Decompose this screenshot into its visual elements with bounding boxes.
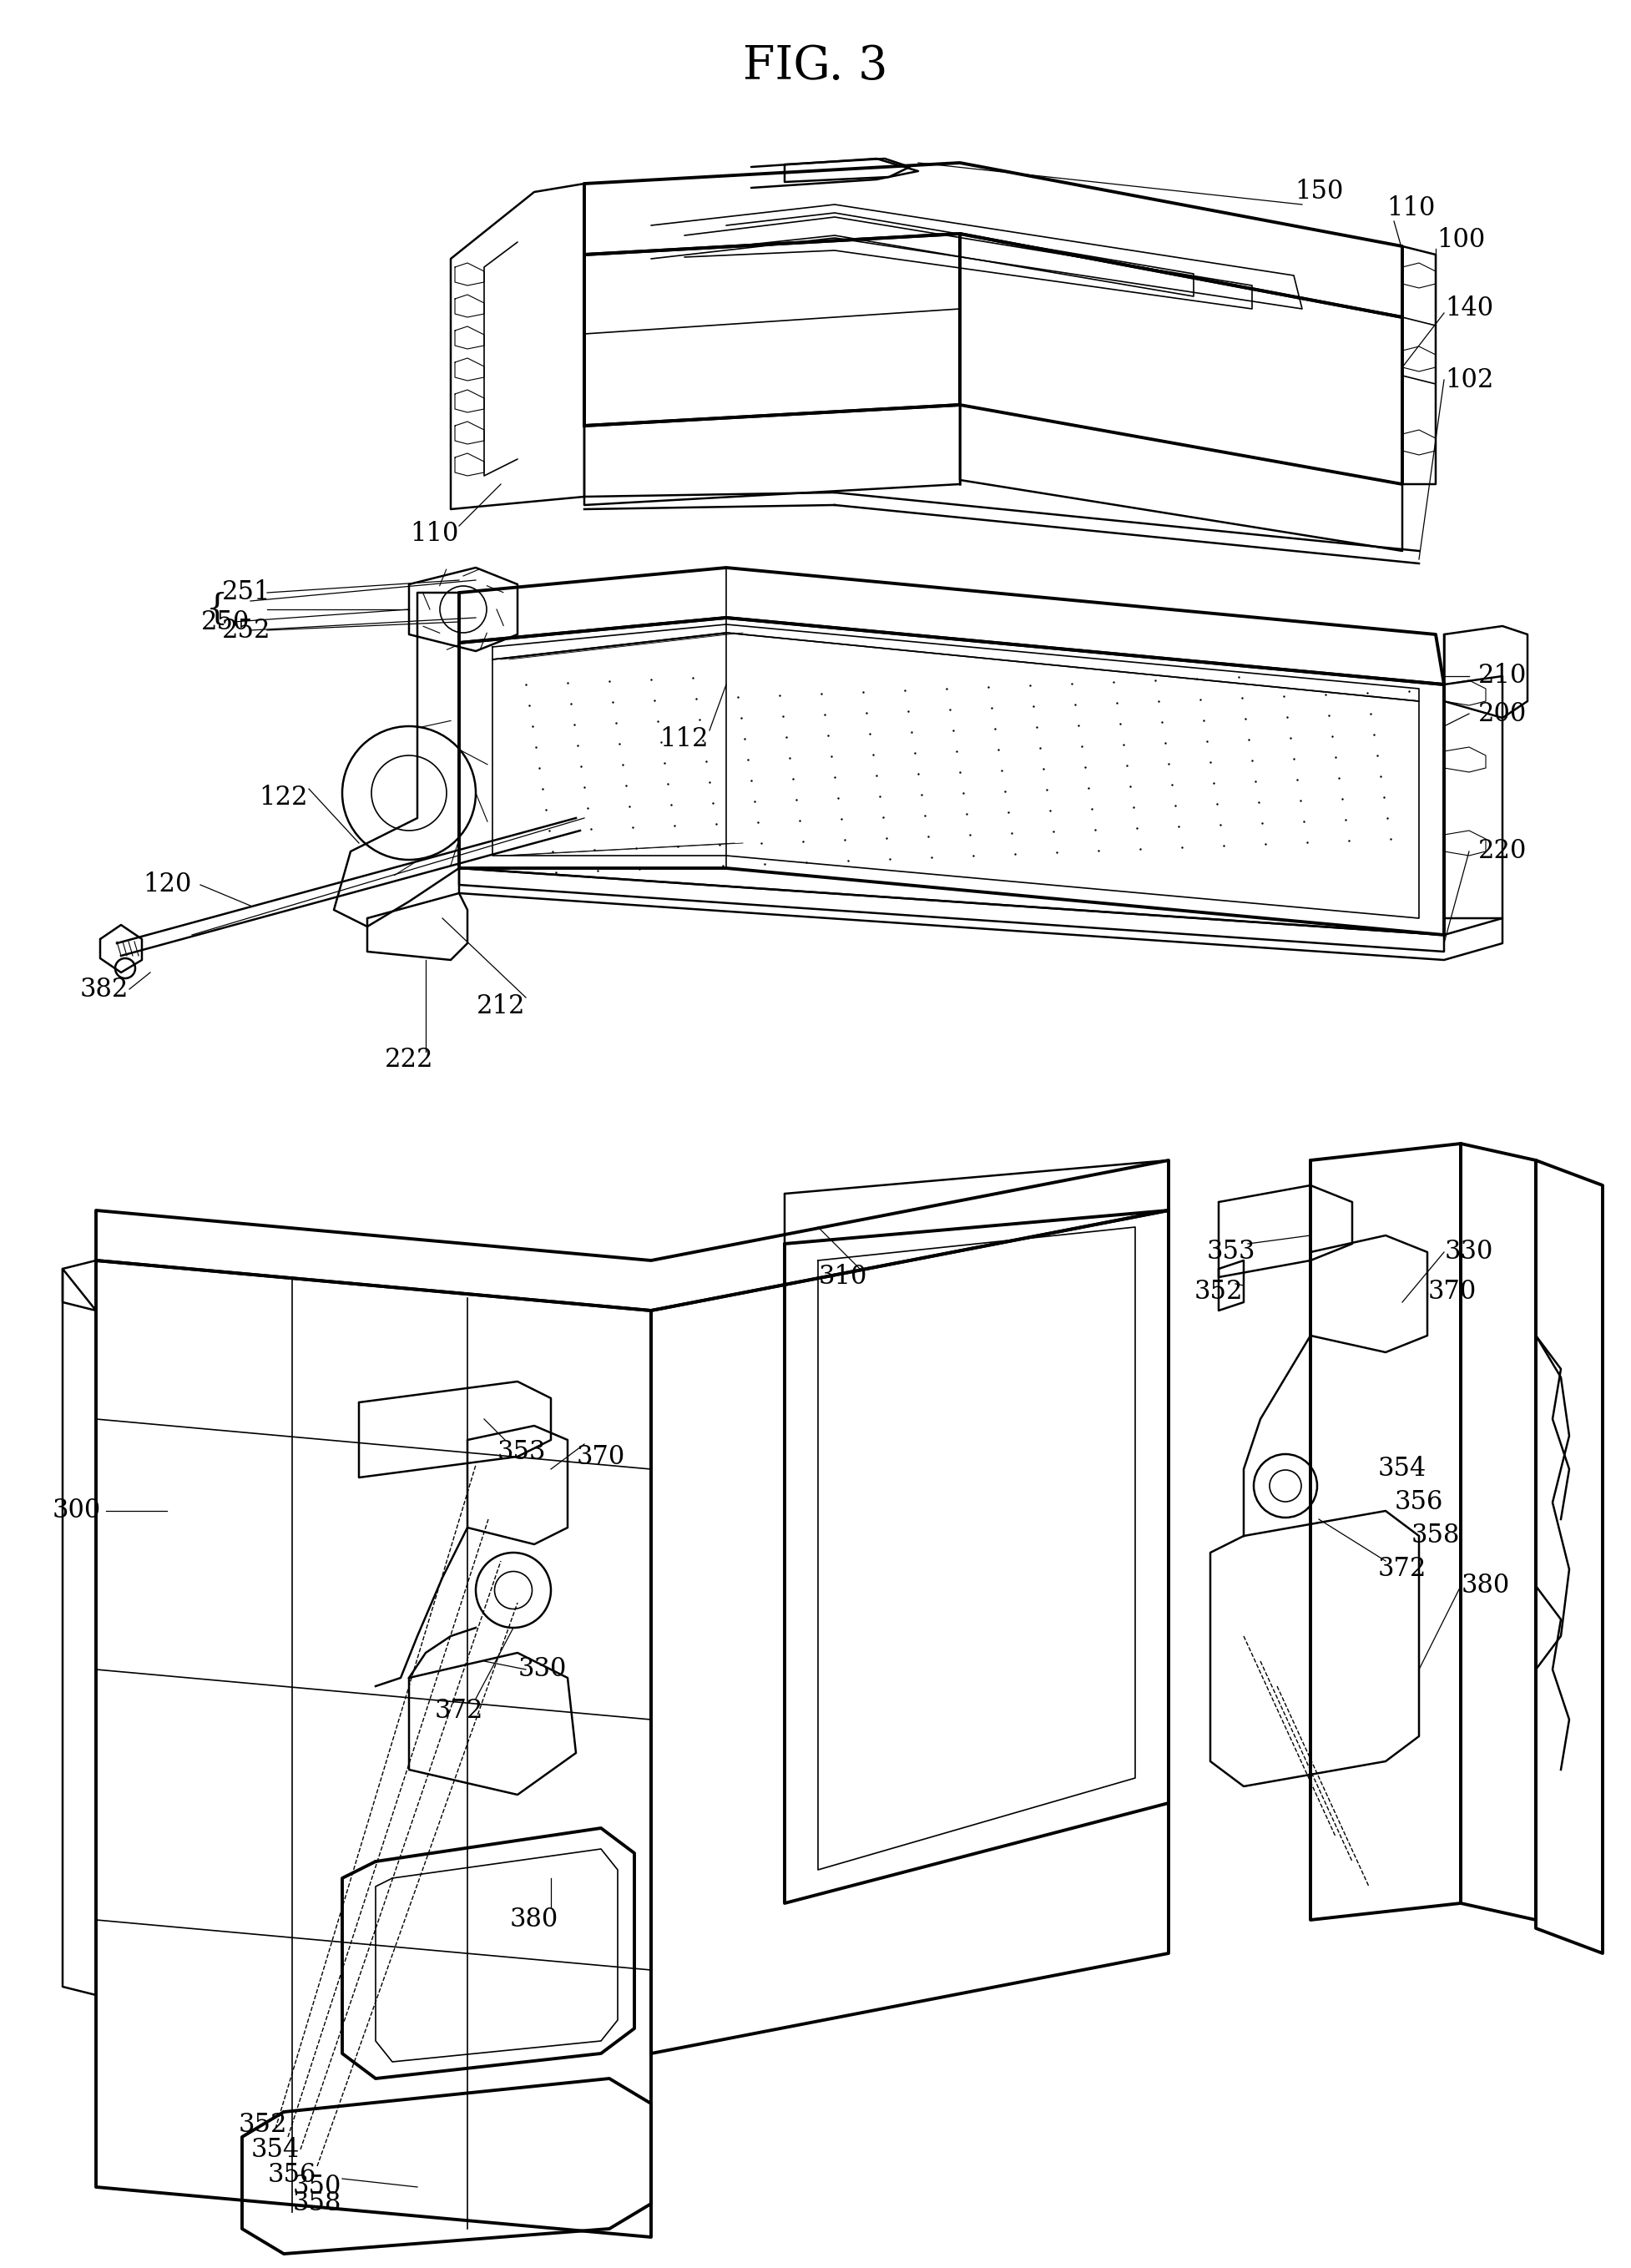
- Text: 356: 356: [267, 2161, 316, 2186]
- Text: 353: 353: [1207, 1238, 1256, 1266]
- Text: 112: 112: [661, 726, 709, 751]
- Text: 372: 372: [1378, 1556, 1427, 1583]
- Text: 354: 354: [251, 2136, 300, 2161]
- Text: 120: 120: [142, 871, 191, 898]
- Text: 372: 372: [435, 1699, 483, 1724]
- Text: 210: 210: [1478, 662, 1527, 689]
- Text: 251: 251: [222, 581, 271, 606]
- Text: 354: 354: [1378, 1456, 1427, 1481]
- Text: 300: 300: [52, 1497, 101, 1524]
- Text: 356: 356: [1395, 1490, 1443, 1515]
- Text: {: {: [206, 592, 228, 626]
- Text: 380: 380: [1461, 1574, 1510, 1599]
- Text: 252: 252: [222, 617, 271, 644]
- Text: 220: 220: [1478, 839, 1527, 864]
- Text: 110: 110: [409, 522, 458, 547]
- Text: 200: 200: [1478, 701, 1527, 726]
- Text: 212: 212: [476, 993, 525, 1018]
- Text: 222: 222: [385, 1048, 434, 1073]
- Text: 370: 370: [1429, 1279, 1476, 1304]
- Text: 352: 352: [238, 2112, 287, 2136]
- Text: 353: 353: [497, 1440, 546, 1465]
- Text: 330: 330: [519, 1656, 568, 1683]
- Text: 310: 310: [819, 1263, 868, 1290]
- Text: 140: 140: [1445, 295, 1494, 322]
- Text: 330: 330: [1445, 1238, 1494, 1266]
- Text: 382: 382: [80, 975, 129, 1002]
- Text: 370: 370: [577, 1445, 625, 1470]
- Text: 150: 150: [1295, 179, 1344, 204]
- Text: 358: 358: [1411, 1524, 1460, 1549]
- Text: 110: 110: [1386, 195, 1435, 222]
- Text: 380: 380: [511, 1907, 558, 1932]
- Text: FIG. 3: FIG. 3: [744, 43, 887, 91]
- Text: 122: 122: [259, 785, 308, 810]
- Text: 102: 102: [1445, 367, 1494, 392]
- Text: 350: 350: [294, 2175, 341, 2200]
- Text: 352: 352: [1194, 1279, 1243, 1304]
- Text: 358: 358: [294, 2191, 341, 2216]
- Text: 250: 250: [201, 608, 250, 635]
- Text: 100: 100: [1437, 227, 1486, 254]
